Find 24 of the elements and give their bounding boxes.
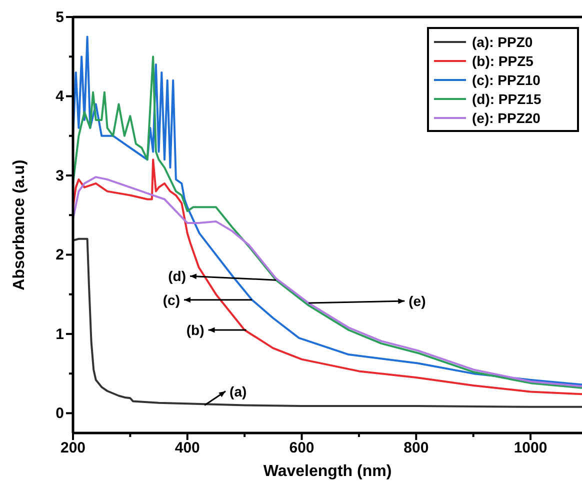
y-tick-label: 3 <box>56 167 64 184</box>
legend-label: (d): PPZ15 <box>472 91 542 107</box>
legend-label: (c): PPZ10 <box>472 72 541 88</box>
annotation: (a) <box>230 383 247 400</box>
y-tick-label: 1 <box>56 326 64 343</box>
x-tick-label: 600 <box>289 440 314 457</box>
annotation: (b) <box>186 322 204 338</box>
y-tick-label: 0 <box>56 404 64 422</box>
legend-label: (a): PPZ0 <box>472 34 533 50</box>
annotation: (c) <box>162 292 180 308</box>
x-axis-title: Wavelength (nm) <box>263 463 392 480</box>
y-tick-label: 2 <box>56 246 64 264</box>
line-series <box>72 238 582 408</box>
x-tick-label: 200 <box>60 440 86 457</box>
legend-label: (e): PPZ20 <box>472 110 541 126</box>
annotation: (d) <box>168 268 186 284</box>
y-axis-title: Absorbance (a.u) <box>11 160 28 290</box>
annotation: (e) <box>408 293 426 310</box>
x-tick-label: 800 <box>404 440 429 457</box>
y-tick-label: 5 <box>56 8 64 26</box>
x-tick-label: 400 <box>174 440 200 457</box>
legend-label: (b): PPZ5 <box>472 53 534 69</box>
y-tick-label: 4 <box>56 88 65 106</box>
x-tick-label: 1000 <box>514 440 548 457</box>
